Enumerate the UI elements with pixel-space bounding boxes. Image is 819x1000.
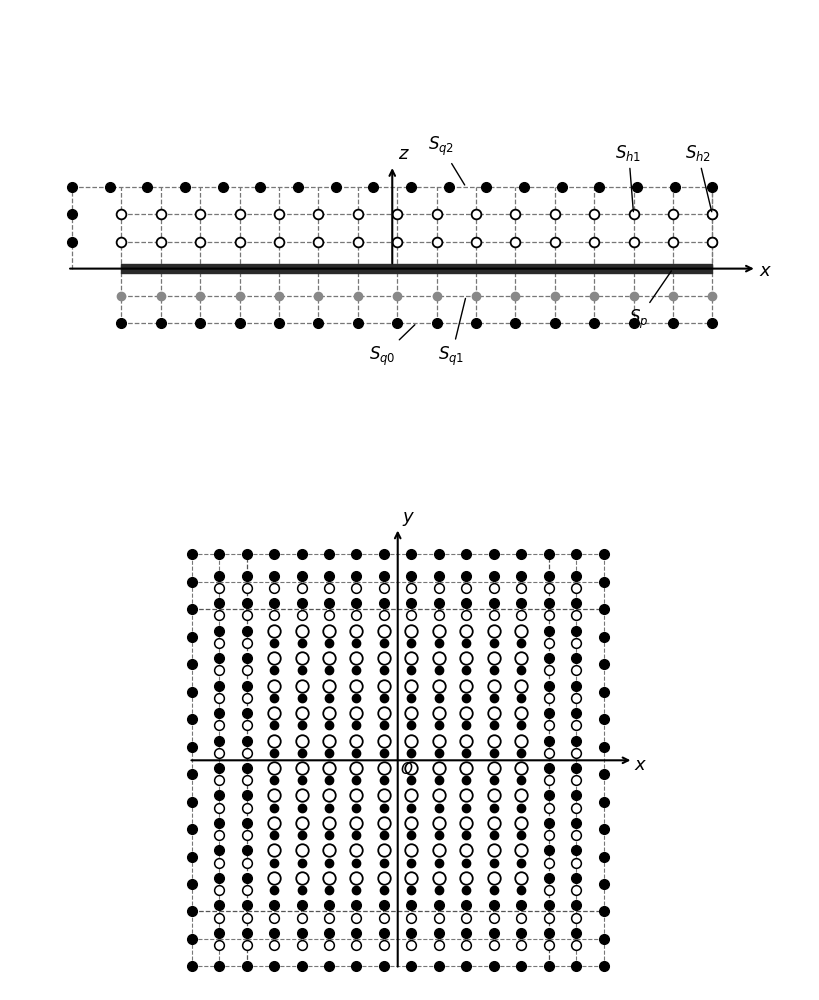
Text: $S_{h2}$: $S_{h2}$ [685, 143, 712, 212]
Text: $S_{q0}$: $S_{q0}$ [369, 325, 415, 368]
Text: O: O [400, 762, 413, 777]
Text: $S_{h1}$: $S_{h1}$ [616, 143, 642, 212]
Text: x: x [635, 756, 645, 774]
Text: z: z [398, 145, 408, 163]
Text: $S_{q1}$: $S_{q1}$ [438, 298, 465, 368]
Text: x: x [759, 262, 770, 280]
Text: $S_{q2}$: $S_{q2}$ [428, 135, 464, 185]
Text: y: y [402, 508, 413, 526]
Text: $S_{p}$: $S_{p}$ [629, 271, 672, 331]
